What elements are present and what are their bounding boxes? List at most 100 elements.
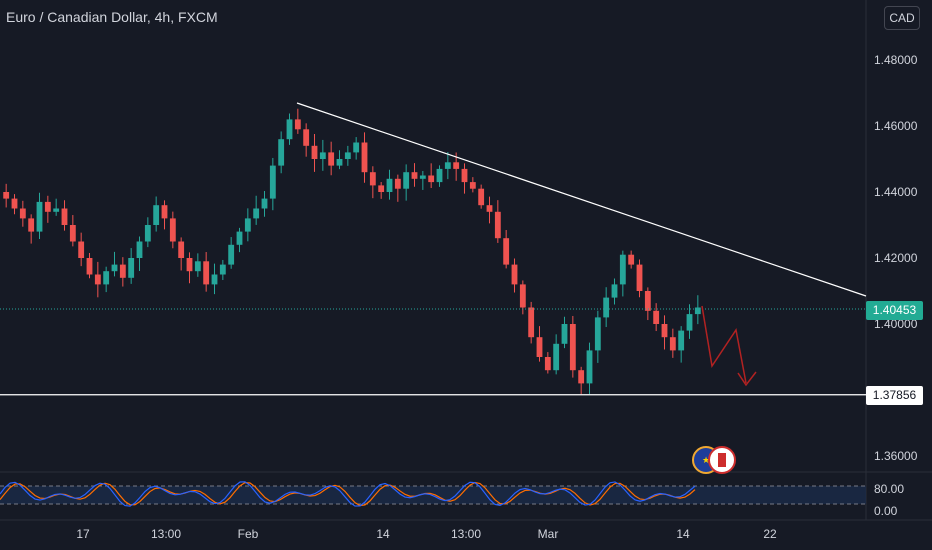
candle-body	[511, 264, 518, 285]
candle-body	[419, 175, 426, 179]
candle-body	[494, 211, 501, 239]
candle-body	[444, 162, 451, 169]
oscillator-tick-0: 0.00	[874, 504, 898, 518]
candle-body	[136, 241, 143, 258]
candle-body	[553, 343, 560, 371]
candle-body	[336, 159, 343, 166]
projection-path	[701, 305, 747, 384]
candle-body	[194, 261, 201, 272]
candle-body	[619, 254, 626, 285]
time-tick-6: Mar	[537, 527, 559, 541]
candle-body	[253, 208, 260, 219]
candle-body	[636, 264, 643, 291]
price-tick-5: 1.40000	[874, 317, 918, 331]
candle-body	[178, 241, 185, 258]
candle-body	[594, 317, 601, 351]
candle-body	[153, 205, 160, 225]
candle-body	[211, 274, 218, 285]
time-tick-7: 14	[676, 527, 690, 541]
time-tick-4: 14	[376, 527, 390, 541]
canada-event-icon[interactable]	[708, 446, 736, 474]
candle-body	[678, 330, 685, 351]
candle-body	[36, 201, 43, 232]
stoch-d-line	[0, 481, 696, 507]
price-tick-3: 1.44000	[874, 185, 918, 199]
currency-button[interactable]: CAD	[884, 6, 920, 30]
candle-body	[244, 218, 251, 232]
candle-body	[361, 142, 368, 173]
time-tick-1: 17	[76, 527, 90, 541]
candle-body	[386, 178, 393, 192]
candle-body	[28, 218, 35, 232]
candle-body	[269, 165, 276, 199]
oscillator-tick-80: 80.00	[874, 482, 905, 496]
candle-body	[561, 324, 568, 344]
candle-body	[653, 310, 660, 324]
candle-body	[628, 254, 635, 265]
projection-arrowhead	[737, 371, 757, 387]
candle-body	[528, 307, 535, 338]
candle-body	[203, 261, 210, 285]
candle-body	[319, 152, 326, 159]
candle-body	[278, 139, 285, 166]
candle-body	[436, 168, 443, 183]
chart-title: Euro / Canadian Dollar, 4h, FXCM	[6, 9, 218, 25]
candle-body	[3, 192, 10, 199]
candle-body	[169, 218, 176, 242]
time-tick-2: 13:00	[150, 527, 182, 541]
candle-body	[11, 198, 18, 209]
candle-body	[286, 119, 293, 140]
candle-body	[78, 241, 85, 258]
candle-body	[86, 258, 93, 275]
candle-body	[611, 284, 618, 298]
candle-body	[94, 274, 101, 285]
candle-body	[61, 208, 68, 225]
candle-body	[503, 238, 510, 265]
price-tick-4: 1.42000	[874, 251, 918, 265]
candle-body	[344, 152, 351, 159]
candle-body	[686, 314, 693, 331]
candle-body	[44, 201, 51, 212]
candle-body	[311, 145, 318, 159]
candle-body	[369, 172, 376, 186]
candle-body	[411, 172, 418, 179]
candle-body	[228, 244, 235, 265]
price-tick-6: 1.36000	[874, 449, 918, 463]
candle-body	[294, 119, 301, 130]
candle-body	[644, 291, 651, 311]
candle-body	[486, 205, 493, 212]
candle-body	[236, 231, 243, 245]
candle-body	[144, 225, 151, 242]
support-level-label: 1.37856	[866, 386, 923, 405]
candle-body	[328, 152, 335, 166]
candle-body	[578, 370, 585, 384]
price-tick-1: 1.48000	[874, 53, 918, 67]
candle-body	[111, 264, 118, 272]
candle-body	[478, 188, 485, 206]
candle-body	[544, 357, 551, 371]
candle-body	[394, 178, 401, 189]
trendline	[296, 102, 867, 297]
oscillator-band	[0, 486, 866, 504]
candle-body	[53, 208, 60, 212]
time-tick-8: 22	[763, 527, 777, 541]
candle-body	[378, 185, 385, 192]
candle-body	[586, 350, 593, 384]
candle-body	[69, 225, 76, 242]
candle-body	[19, 208, 26, 219]
candle-body	[603, 297, 610, 318]
candle-body	[353, 142, 360, 153]
time-tick-3: Feb	[237, 527, 259, 541]
candle-body	[569, 324, 576, 371]
candle-body	[186, 258, 193, 272]
time-tick-5: 13:00	[450, 527, 482, 541]
candle-body	[536, 337, 543, 357]
candle-body	[694, 307, 701, 315]
candle-body	[661, 324, 668, 338]
candle-body	[103, 271, 110, 285]
price-tick-2: 1.46000	[874, 119, 918, 133]
candle-body	[428, 175, 435, 183]
candle-body	[403, 172, 410, 189]
candle-body	[519, 284, 526, 308]
